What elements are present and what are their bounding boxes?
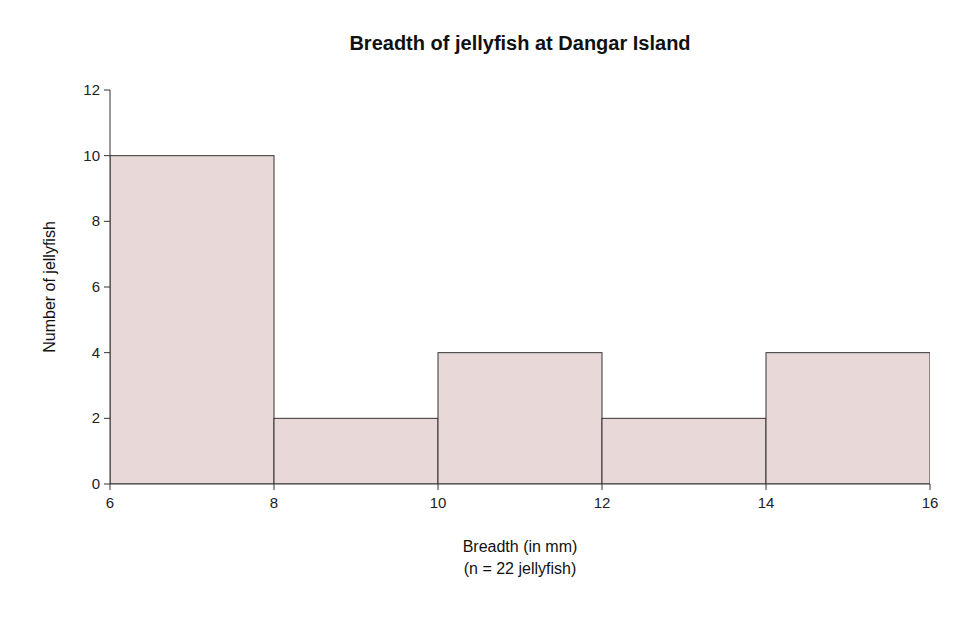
y-tick [104,484,110,485]
x-tick-label: 8 [270,494,278,511]
x-tick [602,484,603,490]
x-tick-label: 16 [922,494,939,511]
y-tick [104,418,110,419]
histogram-bar [766,353,930,484]
y-tick-label: 12 [83,81,100,98]
axes: 6 8 10 12 14 16 0 2 4 6 8 10 12 [83,81,938,511]
x-axis-label: Breadth (in mm) [463,538,578,555]
x-tick-label: 12 [594,494,611,511]
x-tick-label: 10 [430,494,447,511]
y-tick-label: 10 [83,147,100,164]
histogram-bar [274,418,438,484]
y-tick-label: 2 [92,409,100,426]
y-tick-label: 4 [92,344,100,361]
y-tick-label: 8 [92,212,100,229]
y-tick [104,155,110,156]
x-tick [110,484,111,490]
x-tick-label: 6 [106,494,114,511]
y-tick-label: 6 [92,278,100,295]
x-axis-line [110,484,930,485]
y-axis-label: Number of jellyfish [41,221,58,353]
histogram-bar [438,353,602,484]
x-tick [274,484,275,490]
x-axis-label: (n = 22 jellyfish) [464,560,577,577]
bars [110,156,930,484]
histogram-bar [110,156,274,484]
histogram-bar [602,418,766,484]
x-tick [930,484,931,490]
title: Breadth of jellyfish at Dangar Island [349,32,690,54]
y-tick [104,352,110,353]
x-tick [766,484,767,490]
x-tick-label: 14 [758,494,775,511]
y-tick-label: 0 [92,475,100,492]
y-tick [104,90,110,91]
chart: 6 8 10 12 14 16 0 2 4 6 8 10 12 Breadth of jellyfish … [0,0,960,624]
x-tick [438,484,439,490]
y-tick [104,221,110,222]
y-tick [104,287,110,288]
